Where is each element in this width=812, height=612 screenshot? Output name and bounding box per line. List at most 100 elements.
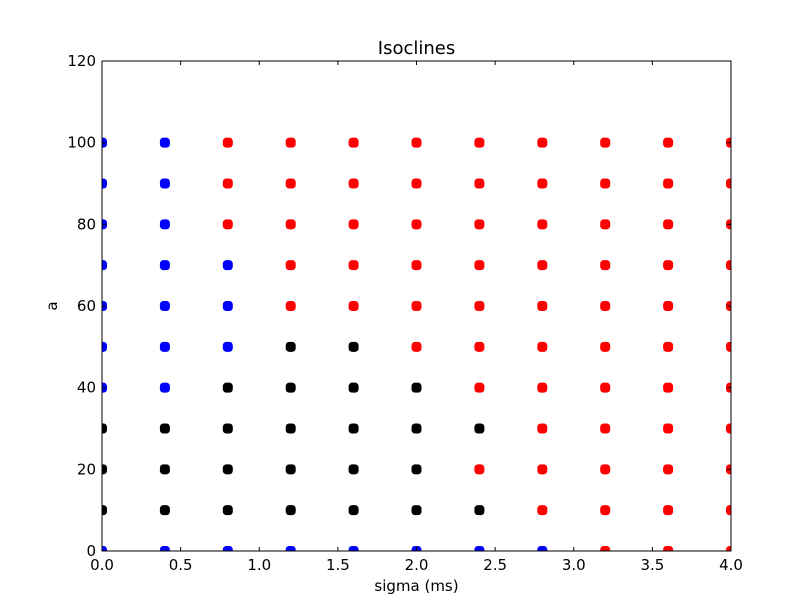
scatter-point-red <box>663 137 674 148</box>
scatter-point-blue <box>102 546 107 551</box>
scatter-point-red <box>663 546 674 551</box>
scatter-point-red <box>537 423 548 434</box>
scatter-point-black <box>222 464 233 475</box>
scatter-point-red <box>663 178 674 189</box>
y-axis-label: a <box>43 301 61 310</box>
y-axis: 0 20 40 60 80 100 120 <box>67 52 731 560</box>
y-tick-label: 120 <box>67 52 96 70</box>
scatter-point-red <box>537 505 548 516</box>
scatter-point-black <box>285 505 296 516</box>
scatter-point-black <box>159 505 170 516</box>
scatter-point-red <box>348 260 359 271</box>
scatter-point-black <box>285 464 296 475</box>
scatter-point-blue <box>102 260 107 271</box>
scatter-point-red <box>285 178 296 189</box>
x-tick-label: 1.5 <box>326 556 350 574</box>
scatter-point-red <box>411 137 422 148</box>
scatter-point-black <box>285 382 296 393</box>
y-tick-label: 40 <box>77 379 96 397</box>
scatter-point-red <box>474 464 485 475</box>
scatter-point-blue <box>222 546 233 551</box>
scatter-point-blue <box>348 546 359 551</box>
scatter-point-black <box>411 382 422 393</box>
scatter-point-red <box>663 301 674 311</box>
scatter-point-red <box>663 423 674 434</box>
scatter-point-red <box>222 137 233 148</box>
scatter-point-red <box>411 301 422 311</box>
scatter-point-red <box>600 464 611 475</box>
scatter-point-blue <box>159 219 170 230</box>
y-tick-label: 0 <box>86 542 96 560</box>
scatter-point-red <box>411 341 422 352</box>
scatter-point-black <box>102 423 107 434</box>
y-tick-label: 20 <box>77 460 96 478</box>
scatter-point-red <box>222 178 233 189</box>
x-axis: 0.0 0.5 1.0 1.5 2.0 2.5 3.0 3.5 4.0 <box>90 61 743 574</box>
scatter-point-red <box>474 219 485 230</box>
scatter-point-red <box>600 546 611 551</box>
scatter-point-red <box>348 178 359 189</box>
scatter-point-blue <box>159 137 170 148</box>
scatter-point-black <box>285 341 296 352</box>
x-tick-label: 3.0 <box>562 556 586 574</box>
scatter-point-black <box>411 464 422 475</box>
scatter-point-red <box>537 219 548 230</box>
scatter-point-red <box>474 341 485 352</box>
scatter-point-blue <box>222 301 233 311</box>
y-tick-label: 80 <box>77 215 96 233</box>
scatter-point-blue <box>159 178 170 189</box>
scatter-point-red <box>726 546 731 551</box>
scatter-point-blue <box>159 382 170 393</box>
scatter-point-red <box>411 219 422 230</box>
scatter-point-black <box>159 464 170 475</box>
scatter-point-red <box>537 260 548 271</box>
scatter-point-red <box>474 178 485 189</box>
scatter-point-red <box>285 219 296 230</box>
scatter-point-red <box>474 301 485 311</box>
scatter-point-red <box>537 137 548 148</box>
scatter-point-red <box>726 260 731 271</box>
y-tick-label: 60 <box>77 297 96 315</box>
scatter-point-black <box>348 382 359 393</box>
scatter-points <box>102 137 731 551</box>
scatter-point-red <box>600 219 611 230</box>
scatter-point-black <box>222 382 233 393</box>
scatter-point-red <box>663 260 674 271</box>
scatter-point-red <box>537 301 548 311</box>
scatter-point-blue <box>222 341 233 352</box>
x-tick-label: 3.5 <box>640 556 664 574</box>
scatter-point-blue <box>102 341 107 352</box>
scatter-point-black <box>474 423 485 434</box>
scatter-point-red <box>726 178 731 189</box>
scatter-point-blue <box>285 546 296 551</box>
scatter-point-black <box>222 423 233 434</box>
scatter-point-red <box>348 301 359 311</box>
scatter-point-red <box>411 178 422 189</box>
scatter-point-black <box>348 341 359 352</box>
y-tick-label: 100 <box>67 134 96 152</box>
scatter-point-red <box>348 137 359 148</box>
x-tick-label: 4.0 <box>719 556 743 574</box>
scatter-point-red <box>726 423 731 434</box>
scatter-point-red <box>537 178 548 189</box>
scatter-point-red <box>600 137 611 148</box>
scatter-point-black <box>348 423 359 434</box>
scatter-point-red <box>600 178 611 189</box>
scatter-point-red <box>726 341 731 352</box>
scatter-point-black <box>411 423 422 434</box>
scatter-point-red <box>285 137 296 148</box>
scatter-point-red <box>663 341 674 352</box>
scatter-point-red <box>663 464 674 475</box>
scatter-point-red <box>285 260 296 271</box>
scatter-point-blue <box>159 341 170 352</box>
x-tick-label: 0.0 <box>90 556 114 574</box>
scatter-point-red <box>474 382 485 393</box>
x-axis-label: sigma (ms) <box>374 577 458 595</box>
scatter-point-red <box>600 301 611 311</box>
scatter-point-red <box>663 382 674 393</box>
scatter-point-red <box>537 382 548 393</box>
scatter-point-red <box>600 423 611 434</box>
scatter-point-black <box>285 423 296 434</box>
scatter-point-black <box>348 505 359 516</box>
